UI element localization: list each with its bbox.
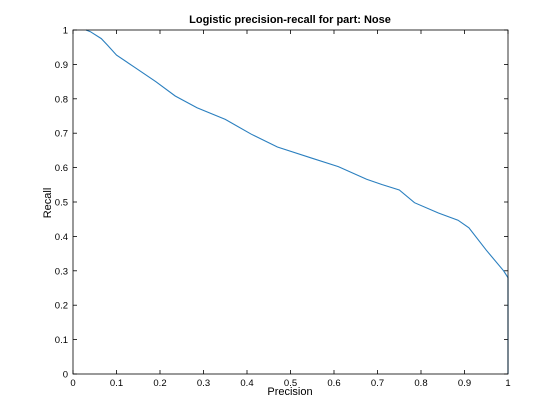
x-tick-label: 0.5 (284, 378, 297, 389)
x-tick-label: 0 (70, 378, 75, 389)
x-tick-label: 0.2 (153, 378, 166, 389)
x-tick-label: 1 (505, 378, 510, 389)
axes-box (72, 29, 509, 375)
y-tick-label: 0.2 (55, 301, 68, 312)
y-tick-label: 0.3 (55, 266, 68, 277)
y-axis-label: Recall (42, 188, 54, 219)
x-tick-label: 0.6 (327, 378, 340, 389)
x-tick-label: 0.3 (197, 378, 210, 389)
y-tick-label: 1 (63, 26, 68, 37)
x-tick-label: 0.7 (371, 378, 384, 389)
y-tick-label: 0.1 (55, 335, 68, 346)
x-axis-label: Precision (267, 386, 312, 398)
y-tick-label: 0.7 (55, 129, 68, 140)
x-tick-label: 0.9 (458, 378, 471, 389)
y-tick-label: 0.6 (55, 163, 68, 174)
y-tick-label: 0 (63, 370, 68, 381)
x-tick-label: 0.1 (110, 378, 123, 389)
chart-title: Logistic precision-recall for part: Nose (189, 14, 391, 26)
y-tick-label: 0.8 (55, 94, 68, 105)
y-tick-label: 0.9 (55, 60, 68, 71)
x-tick-label: 0.4 (240, 378, 253, 389)
series-line (85, 29, 509, 374)
x-tick-label: 0.8 (414, 378, 427, 389)
tick-group: 0 0.1 0.2 0.3 0.4 0.5 0.6 0.7 0.8 0.9 1 0 0.1 0.2 0.3 0… (55, 26, 511, 390)
y-tick-label: 0.5 (55, 198, 68, 209)
y-tick-label: 0.4 (55, 232, 68, 243)
